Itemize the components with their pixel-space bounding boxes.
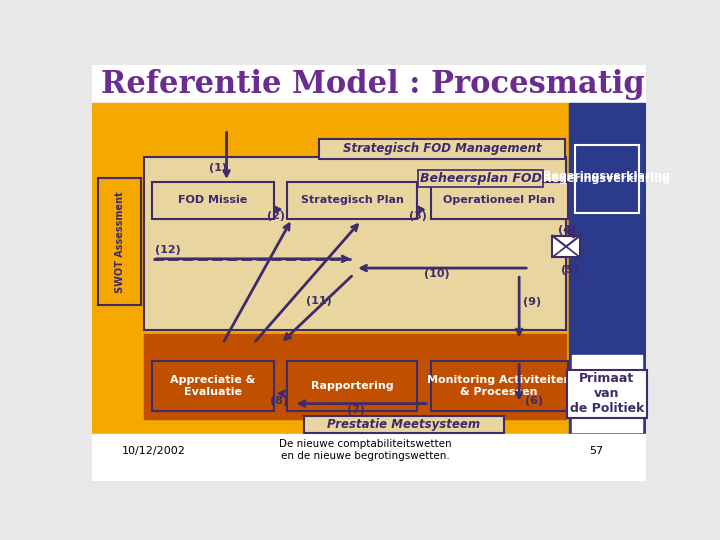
- Text: (4): (4): [559, 225, 577, 235]
- Text: Regeringsverklaring
(split): Regeringsverklaring (split): [600, 177, 614, 180]
- Text: Appreciatie &
Evaluatie: Appreciatie & Evaluatie: [170, 375, 256, 397]
- Text: Primaat
van
de Politiek: Primaat van de Politiek: [570, 372, 644, 415]
- Bar: [319, 139, 565, 159]
- Text: (1): (1): [209, 163, 227, 173]
- Bar: [152, 182, 274, 219]
- Bar: [144, 157, 566, 330]
- Text: Beheersplan FOD: Beheersplan FOD: [420, 172, 541, 185]
- Bar: [98, 178, 141, 305]
- Text: (7): (7): [348, 405, 366, 415]
- Bar: [92, 434, 647, 481]
- Text: De nieuwe comptabiliteitswetten
en de nieuwe begrotingswetten.: De nieuwe comptabiliteitswetten en de ni…: [279, 439, 451, 461]
- Text: (11): (11): [306, 295, 332, 306]
- Text: (8): (8): [271, 396, 289, 406]
- Text: Strategisch Plan: Strategisch Plan: [301, 195, 403, 205]
- Bar: [92, 103, 570, 434]
- Text: (10): (10): [425, 269, 450, 279]
- Bar: [570, 103, 647, 434]
- Bar: [575, 145, 639, 213]
- Text: Strategisch FOD Management: Strategisch FOD Management: [343, 142, 541, 155]
- Bar: [431, 361, 567, 411]
- Text: (6): (6): [525, 396, 543, 406]
- Text: (2): (2): [267, 211, 285, 221]
- Text: Referentie Model : Procesmatig: Referentie Model : Procesmatig: [101, 69, 645, 99]
- Text: Operationeel Plan: Operationeel Plan: [443, 195, 555, 205]
- Text: Rapportering: Rapportering: [311, 381, 393, 391]
- Bar: [572, 355, 642, 432]
- Text: FOD Missie: FOD Missie: [178, 195, 247, 205]
- Text: (12): (12): [155, 245, 181, 255]
- Bar: [287, 182, 417, 219]
- Bar: [287, 361, 417, 411]
- Bar: [152, 361, 274, 411]
- Bar: [92, 65, 647, 103]
- Text: Monitoring Activiteiten
& Processen: Monitoring Activiteiten & Processen: [427, 375, 571, 397]
- Text: Prestatie Meetsysteem: Prestatie Meetsysteem: [327, 418, 480, 431]
- Bar: [144, 334, 566, 419]
- Text: (5): (5): [562, 265, 580, 275]
- Text: Regeringsverklaring: Regeringsverklaring: [544, 174, 670, 184]
- Text: Regeringsverklaring: Regeringsverklaring: [544, 172, 670, 181]
- Text: SWOT Assessment: SWOT Assessment: [114, 191, 125, 293]
- Text: (3): (3): [409, 211, 427, 221]
- Text: 10/12/2002: 10/12/2002: [122, 447, 185, 456]
- Text: (9): (9): [523, 297, 541, 307]
- Bar: [304, 416, 504, 433]
- Bar: [431, 182, 567, 219]
- Text: 57: 57: [589, 447, 603, 456]
- Bar: [552, 236, 580, 257]
